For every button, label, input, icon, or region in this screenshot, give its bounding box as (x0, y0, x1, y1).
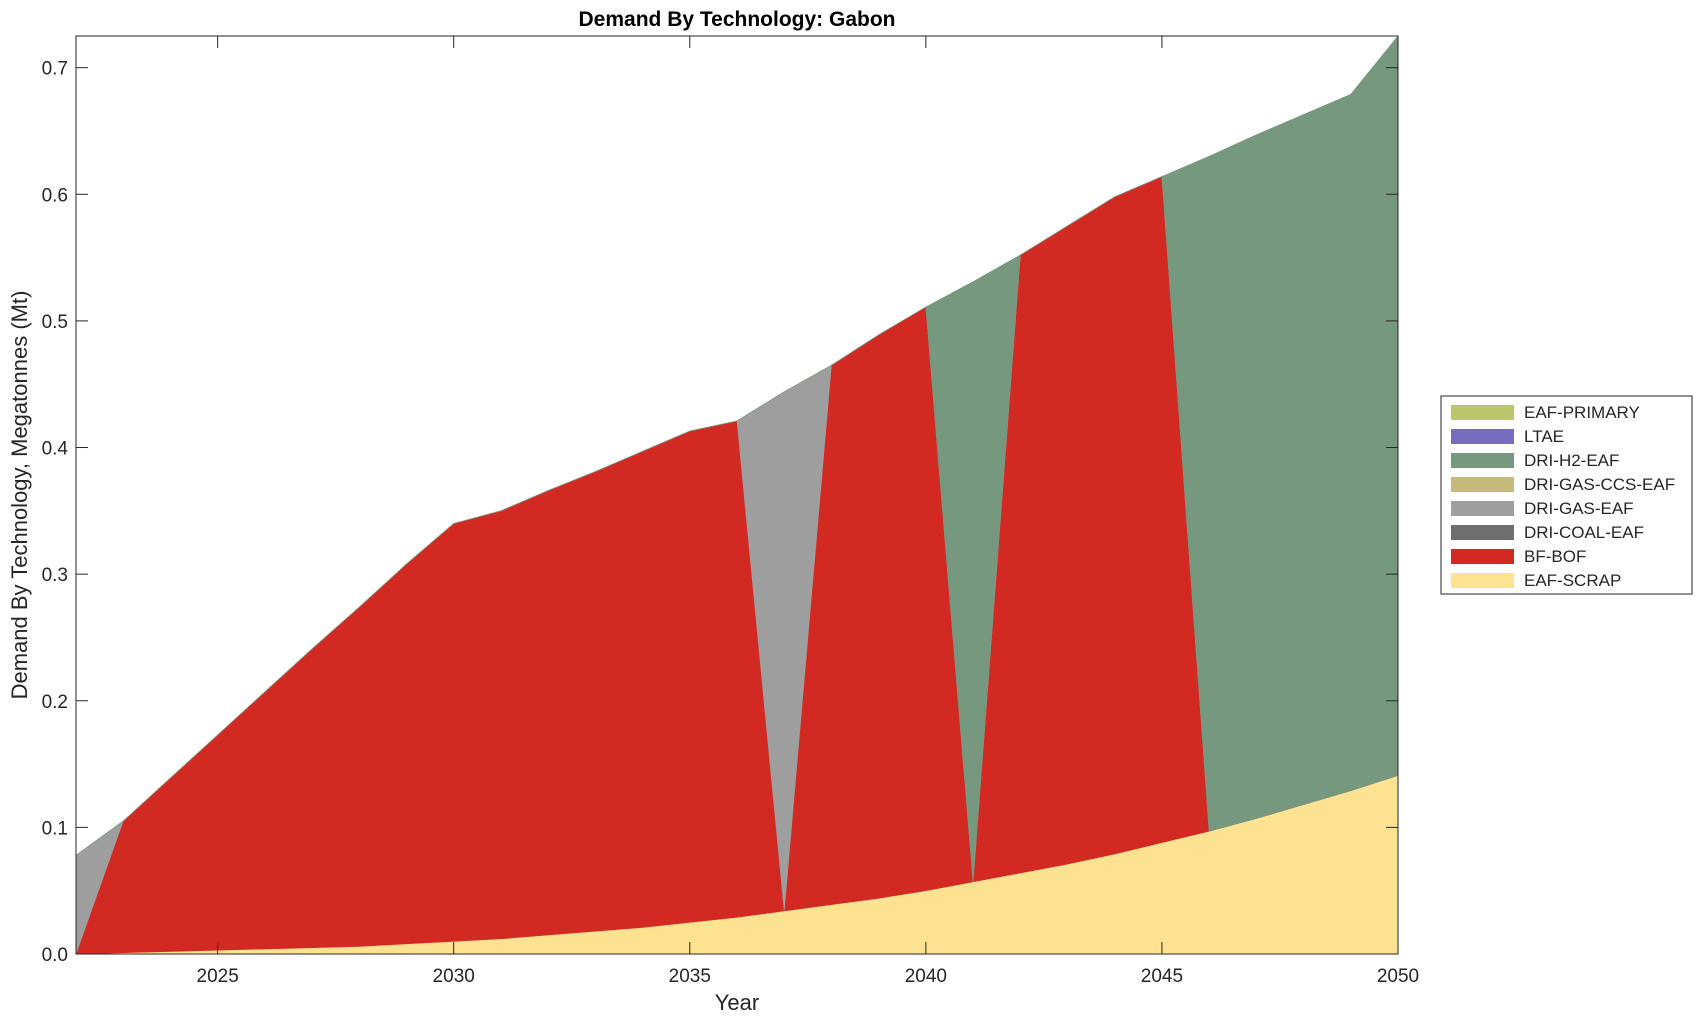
legend-label: BF-BOF (1524, 547, 1586, 566)
legend-swatch (1451, 501, 1514, 516)
legend-swatch (1451, 477, 1514, 492)
legend-swatch (1451, 429, 1514, 444)
series-areas (75, 35, 1399, 955)
x-tick-label: 2040 (905, 966, 947, 987)
y-tick-label: 0.4 (42, 439, 69, 460)
x-axis-label: Year (715, 990, 759, 1015)
legend-label: DRI-GAS-CCS-EAF (1524, 475, 1675, 494)
y-axis-label: Demand By Technology, Megatonnes (Mt) (7, 291, 32, 700)
y-tick-label: 0.5 (42, 312, 68, 333)
y-tick-label: 0.0 (42, 945, 68, 966)
x-tick-label: 2050 (1377, 966, 1419, 987)
chart-title: Demand By Technology: Gabon (579, 8, 896, 31)
legend-swatch (1451, 525, 1514, 540)
x-axis: 2025 2030 2035 2040 2045 2050 (197, 36, 1419, 987)
y-tick-label: 0.1 (42, 818, 68, 839)
legend-label: DRI-GAS-EAF (1524, 499, 1634, 518)
legend-swatch (1451, 453, 1514, 468)
x-tick-label: 2045 (1141, 966, 1183, 987)
legend-label: EAF-PRIMARY (1524, 403, 1640, 422)
legend-label: DRI-COAL-EAF (1524, 523, 1644, 542)
legend-label: EAF-SCRAP (1524, 571, 1621, 590)
legend-swatch (1451, 549, 1514, 564)
y-tick-label: 0.3 (42, 565, 68, 586)
plot-frame (75, 35, 1399, 955)
legend: EAF-PRIMARY LTAE DRI-H2-EAF DRI-GAS-CCS-EAF… (1440, 395, 1693, 595)
y-tick-label: 0.7 (42, 59, 68, 80)
legend-swatch (1451, 573, 1514, 588)
y-tick-label: 0.6 (42, 185, 68, 206)
legend-swatch (1451, 405, 1514, 420)
x-tick-label: 2035 (669, 966, 711, 987)
x-tick-label: 2025 (197, 966, 239, 987)
y-tick-label: 0.2 (42, 692, 68, 713)
legend-label: DRI-H2-EAF (1524, 451, 1619, 470)
y-axis: 0.0 0.1 0.2 0.3 0.4 0.5 0.6 0.7 (42, 59, 1398, 966)
x-tick-label: 2030 (433, 966, 475, 987)
legend-label: LTAE (1524, 427, 1564, 446)
